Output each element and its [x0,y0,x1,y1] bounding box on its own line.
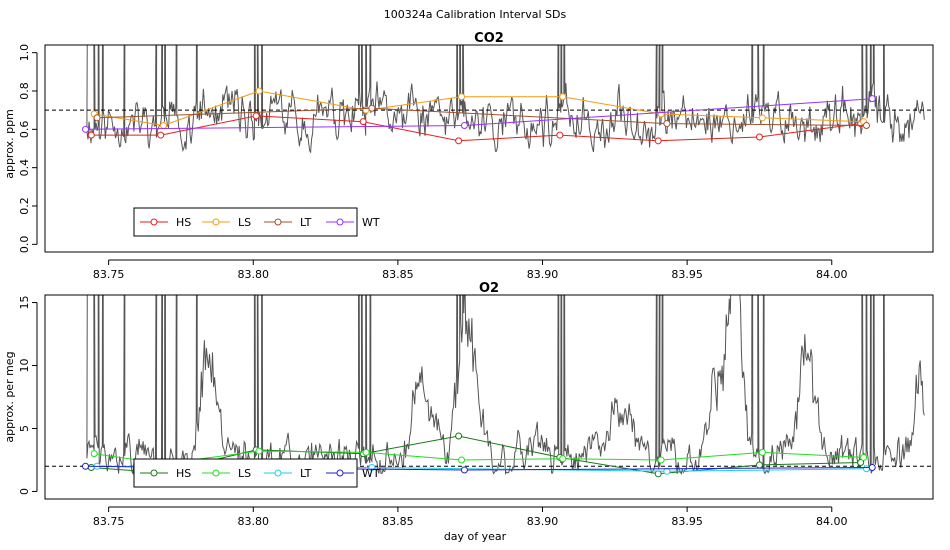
data-point-ls [559,93,567,101]
x-tick-label: 83.90 [527,515,559,528]
panel-title-o2: O2 [479,281,499,296]
plot-area-o2: 83.75 83.80 83.85 83.90 83.95 84.00 0 5 10 15 HS LS… [18,294,934,528]
x-tick-label: 83.75 [93,268,125,281]
data-point-ls [362,448,370,456]
legend-swatch-marker [274,218,282,226]
data-point-ls [860,453,868,461]
data-point-wt [868,95,876,103]
data-point-hs [654,137,662,145]
x-tick-label: 84.00 [816,515,848,528]
plot-area-co2: 83.75 83.80 83.85 83.90 83.95 84.00 0.0 0.2 0.4 0… [18,44,934,281]
data-point-hs [857,458,865,466]
data-point-ls [255,87,263,95]
legend-swatch-marker [150,218,158,226]
data-point-hs [556,131,564,139]
data-point-ls [758,114,766,122]
series-lt-co2 [93,104,870,129]
panel-title-co2: CO2 [474,31,504,46]
data-point-lt [862,465,870,473]
legend-label-lt: LT [300,467,312,480]
series-wt-co2 [81,95,876,133]
x-tick-label: 83.90 [527,268,559,281]
signal-trace-group-co2 [86,45,925,154]
x-tick-label: 83.80 [238,268,270,281]
y-tick-label: 0.8 [18,82,31,100]
plot-frame-o2 [44,294,934,500]
data-point-hs [87,464,95,472]
y-tick-label: 10 [18,359,31,373]
data-point-lt [93,114,101,122]
x-tick-label: 83.95 [671,515,703,528]
plot-frame-co2 [44,44,934,253]
data-point-ls [559,455,567,463]
y-tick-label: 1.0 [18,44,31,62]
legend-swatch-marker [336,218,344,226]
legend-label-ls: LS [238,467,251,480]
data-point-ls [657,110,665,118]
data-point-wt [868,464,876,472]
y-tick-label: 0.4 [18,159,31,177]
data-point-ls [458,93,466,101]
legend-box [133,458,358,488]
y-tick-label: 0.2 [18,197,31,215]
data-point-hs [252,112,260,120]
x-tick-label: 83.75 [93,515,125,528]
x-tick-label: 83.80 [238,515,270,528]
data-point-ls [90,450,98,458]
data-point-ls [255,447,263,455]
panel-co2: CO2 approx. ppm 83.75 83.80 83.85 83.90 83.9… [3,31,934,281]
y-axis-label-co2: approx. ppm [3,109,16,179]
panel-o2: O2 approx. per meg 83.75 83.80 83.85 83.90 8… [3,281,934,528]
legend-box [133,207,358,237]
y-tick-label: 0.6 [18,121,31,139]
data-point-hs [755,461,763,469]
y-tick-label: 0 [18,488,31,495]
legend-swatch-marker [150,469,158,477]
y-tick-label: 5 [18,425,31,432]
data-point-hs [359,118,367,126]
y-tick-label: 0.0 [18,236,31,254]
data-point-ls [657,456,665,464]
signal-trace-group-o2 [86,295,925,476]
legend-co2: HS LS LT WT [133,207,380,237]
x-axis-label: day of year [444,530,507,543]
data-point-wt [81,125,89,133]
y-axis-label-o2: approx. per meg [3,351,16,442]
y-tick-label: 15 [18,296,31,310]
legend-swatch-marker [274,469,282,477]
data-point-hs [157,131,165,139]
x-tick-label: 84.00 [816,268,848,281]
legend-label-ls: LS [238,216,251,229]
figure-title: 100324a Calibration Interval SDs [384,8,567,21]
data-point-lt [663,120,671,128]
legend-swatch-marker [212,469,220,477]
data-point-hs [455,137,463,145]
data-point-hs [87,131,95,139]
x-tick-label: 83.85 [382,268,414,281]
data-point-wt [81,462,89,470]
data-point-ls [160,122,168,129]
legend-label-hs: HS [176,216,191,229]
data-point-ls [458,456,466,464]
legend-label-lt: LT [300,216,312,229]
legend-swatch-marker [212,218,220,226]
series-line-lt [97,107,867,126]
data-point-hs [755,133,763,141]
legend-label-wt: WT [362,467,380,480]
data-point-wt [460,122,468,129]
x-tick-label: 83.95 [671,268,703,281]
legend-swatch-marker [336,469,344,477]
data-point-ls [758,448,766,456]
signal-trace-co2 [86,45,925,154]
data-point-wt [460,466,468,474]
data-point-lt [862,122,870,129]
x-tick-label: 83.85 [382,515,414,528]
data-point-hs [455,432,463,440]
legend-label-hs: HS [176,467,191,480]
legend-label-wt: WT [362,216,380,229]
legend-o2: HS LS LT WT [133,458,380,488]
signal-trace-o2 [86,295,925,476]
data-point-lt [368,104,376,112]
